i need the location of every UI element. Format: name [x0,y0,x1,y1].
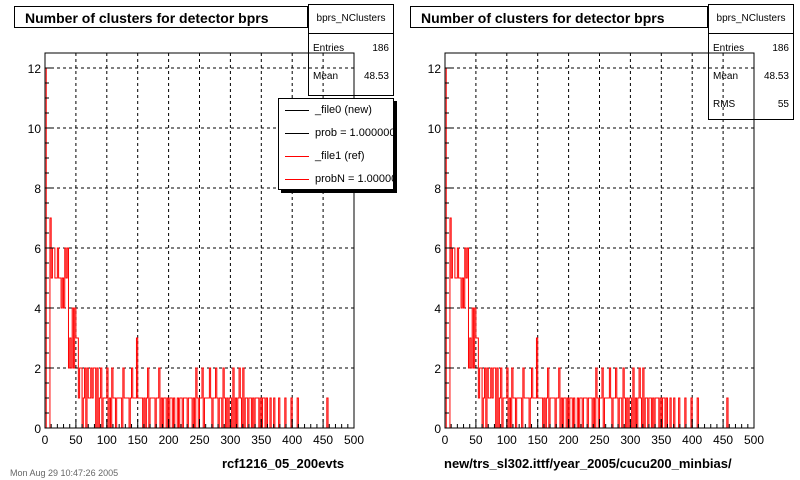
footer-timestamp: Mon Aug 29 10:47:26 2005 [10,468,119,478]
histogram-plot: 0 50 100 150 200 250 300 350 400 450 500 0 2 4 6 8 10 12 [28,52,364,447]
legend-line-icon [285,178,309,180]
y-tick-label: 8 [34,182,41,196]
legend-entry-probn: probN = 1.000000 [279,168,393,189]
y-tick-label: 10 [28,122,42,136]
x-tick-label: 50 [69,433,83,447]
stats-mean-value: 48.53 [363,70,389,82]
x-tick-label: 250 [589,433,609,447]
y-tick-label: 2 [434,362,441,376]
x-tick-label: 350 [251,433,271,447]
legend-line-icon [285,109,309,111]
y-tick-label: 12 [428,62,442,76]
stats-entries-label: Entries [313,42,345,54]
x-tick-label: 100 [497,433,517,447]
y-tick-label: 2 [34,362,41,376]
y-tick-label: 4 [434,302,441,316]
right-plot-pad: Number of clusters for detector bprs bpr… [400,0,800,480]
legend-entry-prob: prob = 1.000000 [279,122,394,144]
plot-title: Number of clusters for detector bprs [410,6,708,28]
stats-mean-row: Mean 48.53 [709,62,793,90]
x-axis-title: new/trs_sl302.ittf/year_2005/cucu200_min… [444,456,732,471]
x-tick-label: 150 [528,433,548,447]
y-tick-label: 0 [34,422,41,436]
legend-label: prob = 1.000000 [315,127,394,139]
x-tick-label: 250 [189,433,209,447]
stats-box: bprs_NClusters Entries 186 Mean 48.53 RM… [708,4,794,120]
stats-rms-row: RMS 55 [709,90,793,118]
plot-title: Number of clusters for detector bprs [14,6,308,28]
x-tick-label: 150 [128,433,148,447]
stats-entries-value: 186 [372,42,389,54]
x-tick-label: 300 [220,433,240,447]
stats-box: bprs_NClusters Entries 186 Mean 48.53 [308,4,394,96]
x-tick-label: 50 [469,433,483,447]
legend-line-icon [285,132,309,134]
legend-label: _file0 (new) [315,104,372,116]
legend-label: _file1 (ref) [315,150,365,162]
legend-label: probN = 1.000000 [315,173,393,185]
y-tick-label: 10 [428,122,442,136]
x-tick-label: 500 [344,433,364,447]
y-tick-label: 4 [34,302,41,316]
stats-mean-value: 48.53 [763,70,789,82]
y-tick-label: 12 [28,62,42,76]
x-tick-label: 450 [713,433,733,447]
x-tick-label: 0 [42,433,49,447]
y-tick-label: 0 [434,422,441,436]
stats-name: bprs_NClusters [309,5,393,34]
y-tick-label: 6 [34,242,41,256]
left-plot-pad: Number of clusters for detector bprs bpr… [14,4,394,471]
stats-entries-row: Entries 186 [309,34,393,62]
x-tick-label: 300 [620,433,640,447]
legend: _file0 (new) prob = 1.000000 _file1 (ref… [278,98,394,190]
stats-name: bprs_NClusters [709,5,793,34]
x-tick-label: 400 [682,433,702,447]
x-tick-label: 200 [559,433,579,447]
legend-entry-file0: _file0 (new) [279,99,372,121]
stats-mean-label: Mean [713,70,739,82]
y-tick-label: 8 [434,182,441,196]
stats-rms-value: 55 [777,98,789,110]
y-tick-label: 6 [434,242,441,256]
histogram-plot: 0 50 100 150 200 250 300 350 400 450 500 0 2 4 6 8 10 12 [428,52,764,447]
stats-mean-label: Mean [313,70,339,82]
x-tick-label: 0 [442,433,449,447]
legend-line-icon [285,155,309,157]
x-tick-label: 350 [651,433,671,447]
stats-mean-row: Mean 48.53 [309,62,393,90]
stats-entries-value: 186 [772,42,789,54]
stats-entries-label: Entries [713,42,745,54]
x-tick-label: 200 [159,433,179,447]
stats-entries-row: Entries 186 [709,34,793,62]
x-tick-label: 400 [282,433,302,447]
x-tick-label: 450 [313,433,333,447]
legend-entry-file1: _file1 (ref) [279,145,365,167]
x-axis-title: rcf1216_05_200evts [222,456,345,471]
stats-rms-label: RMS [713,98,736,110]
x-tick-label: 100 [97,433,117,447]
x-tick-label: 500 [744,433,764,447]
